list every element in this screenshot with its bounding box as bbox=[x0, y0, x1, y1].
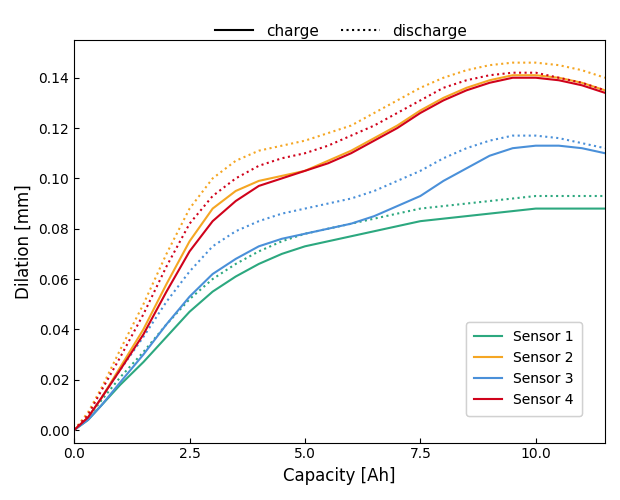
Legend: Sensor 1, Sensor 2, Sensor 3, Sensor 4: Sensor 1, Sensor 2, Sensor 3, Sensor 4 bbox=[466, 322, 582, 416]
X-axis label: Capacity [Ah]: Capacity [Ah] bbox=[283, 467, 396, 485]
Y-axis label: Dilation [mm]: Dilation [mm] bbox=[15, 184, 33, 298]
Legend: charge, discharge: charge, discharge bbox=[209, 18, 473, 45]
